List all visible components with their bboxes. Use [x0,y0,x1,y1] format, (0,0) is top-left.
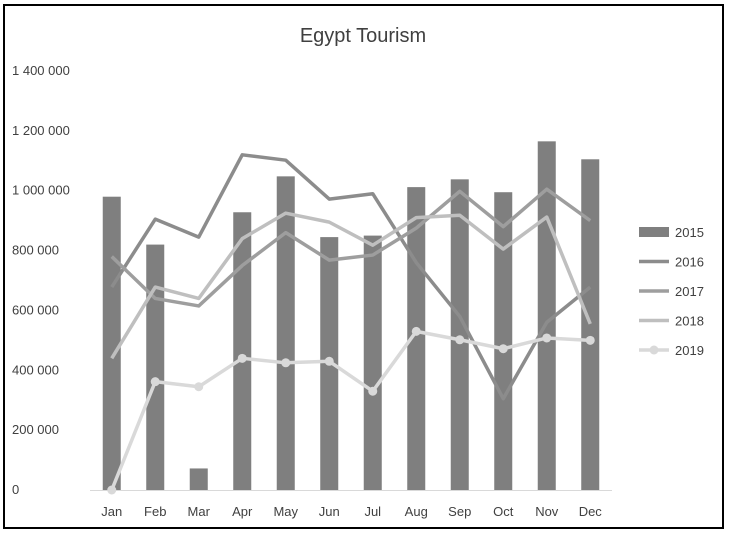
point-2019-jul [368,386,378,396]
y-tick-label: 200 000 [12,422,59,437]
x-tick-label: Sep [448,504,471,519]
y-tick-label: 400 000 [12,362,59,377]
bars-2015 [102,141,600,491]
x-tick-label: Aug [405,504,428,519]
bar-2015-sep [450,179,469,490]
x-tick-label: Feb [144,504,166,519]
point-2019-sep [455,335,465,345]
legend-label-2016: 2016 [675,255,704,270]
x-tick-label: Oct [493,504,514,519]
legend-marker-2019 [649,345,659,355]
x-tick-label: Jul [364,504,381,519]
legend-label-2019: 2019 [675,343,704,358]
x-tick-label: Nov [535,504,559,519]
y-axis: 0 200 000 400 000 600 000 800 000 1 000 000 1 … [12,63,70,497]
legend-swatch-2015 [639,227,669,237]
chart-title: Egypt Tourism [300,25,426,47]
bar-2015-mar [189,468,208,490]
y-tick-label: 1 000 000 [12,183,70,198]
x-tick-label: Jan [101,504,122,519]
x-tick-label: Dec [579,504,603,519]
line-series [107,153,595,495]
x-tick-label: Jun [319,504,340,519]
x-tick-label: May [273,504,298,519]
point-2019-may [281,358,291,368]
x-tick-label: Apr [232,504,253,519]
y-tick-label: 0 [12,482,19,497]
point-2019-jan [107,485,117,495]
bar-2015-aug [407,187,426,490]
point-2019-feb [150,377,160,387]
legend: 2015 2016 2017 2018 2019 [639,225,704,358]
x-tick-label: Mar [188,504,211,519]
point-2019-oct [498,344,508,354]
legend-label-2017: 2017 [675,284,704,299]
bar-2015-jul [363,235,382,490]
line-2019 [110,329,591,491]
point-2019-mar [194,382,204,392]
point-2019-dec [585,335,595,345]
point-2019-aug [411,326,421,336]
line-2017 [110,187,592,308]
legend-label-2015: 2015 [675,225,704,240]
point-2019-apr [237,353,247,363]
y-tick-label: 1 200 000 [12,123,70,138]
y-tick-label: 1 400 000 [12,63,70,78]
bar-2015-apr [233,212,252,490]
bar-2015-feb [146,244,165,490]
bar-2015-oct [494,192,513,491]
bar-2015-may [276,176,295,490]
y-tick-label: 800 000 [12,243,59,258]
line-2016 [110,153,592,401]
bar-2015-jan [102,196,121,490]
y-tick-label: 600 000 [12,302,59,317]
point-2019-nov [542,333,552,343]
bar-2015-dec [581,159,600,490]
x-axis: Jan Feb Mar Apr May Jun Jul Aug Sep Oct Nov Dec [101,504,602,519]
point-2019-jun [324,356,334,366]
legend-label-2018: 2018 [675,314,704,329]
line-2018 [110,211,592,360]
